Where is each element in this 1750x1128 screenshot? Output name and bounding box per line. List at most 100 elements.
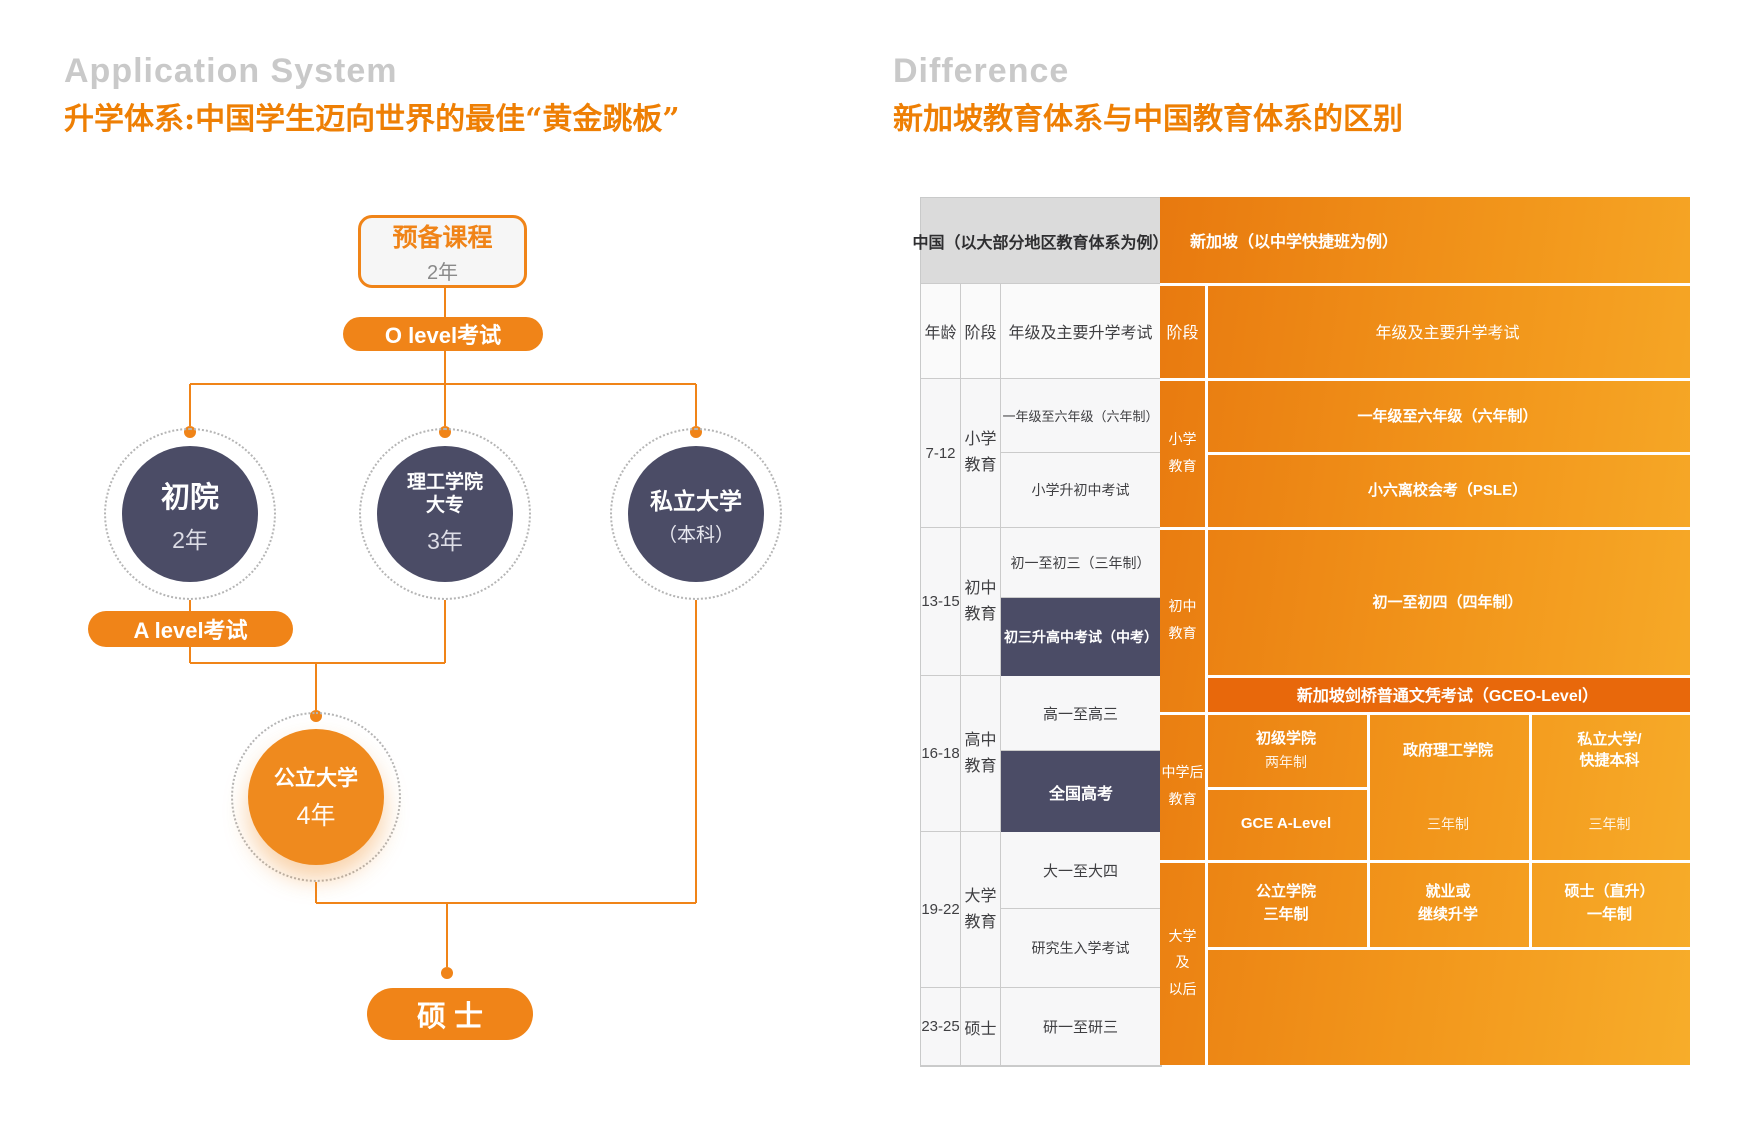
sg-stage-primary: 小学 教育 [1160, 378, 1205, 527]
sg-divider [1160, 283, 1690, 286]
polytechnic-duration: 3年 [427, 528, 463, 555]
sg-stage-university-line1: 大学 [1168, 927, 1197, 944]
junior-college-node: 初院 2年 [104, 428, 276, 600]
sg-divider [1160, 860, 1690, 863]
cn-primary-exam-cell: 小学升初中考试 [1001, 453, 1161, 528]
cn-stage-primary: 小学 教育 [961, 379, 1001, 528]
cn-stage-senior: 高中 教育 [961, 676, 1001, 832]
comparison-table: 中国（以大部分地区教育体系为例） 年龄 阶段 年级及主要升学考试 7-12 13… [913, 197, 1690, 1067]
sg-private-title-line1: 私立大学/ [1577, 730, 1642, 748]
sg-stage-primary-line1: 小学 [1168, 430, 1197, 447]
cn-stage-primary-line1: 小学 [964, 431, 997, 449]
right-title-en: Difference [893, 52, 1070, 90]
col-header-grades-sg: 年级及主要升学考试 [1375, 324, 1520, 342]
sg-poly-title-cell: 政府理工学院 [1402, 742, 1493, 759]
prep-course-node: 预备课程 2年 [358, 215, 527, 288]
sg-olevel-band-cell: 新加坡剑桥普通文凭考试（GCEO-Level） [1205, 675, 1690, 712]
cn-stage-junior: 初中 教育 [961, 528, 1001, 676]
cn-senior-exam-cell: 全国高考 [1001, 751, 1161, 832]
age-cell-university: 19-22 [921, 832, 961, 988]
polytechnic-title-line2: 大专 [425, 494, 464, 516]
sg-divider [1160, 712, 1690, 715]
sg-public-college-line1: 公立学院 [1255, 883, 1316, 900]
sg-divider [1205, 787, 1367, 790]
prep-course-duration: 2年 [426, 262, 459, 284]
sg-poly-duration-cell: 三年制 [1427, 815, 1469, 832]
sg-divider [1529, 712, 1532, 947]
private-university-subtitle: （本科） [657, 524, 734, 546]
polytechnic-title-line1: 理工学院 [406, 471, 483, 493]
polytechnic-node: 理工学院 大专 3年 [359, 428, 531, 600]
cn-stage-primary-line2: 教育 [964, 457, 997, 474]
sg-divider [1205, 675, 1690, 678]
sg-jc-cell: 初级学院 两年制 [1205, 712, 1367, 787]
cn-junior-exam-cell: 初三升高中考试（中考） [1001, 598, 1161, 676]
sg-divider [1160, 527, 1690, 530]
cn-stage-university: 大学 教育 [961, 832, 1001, 988]
sg-stage-postsecondary-line1: 中学后 [1161, 764, 1204, 781]
col-header-stage-cn: 阶段 [961, 284, 1001, 379]
sg-stage-primary-line2: 教育 [1168, 457, 1197, 474]
sg-psle-cell: 小六离校会考（PSLE） [1367, 482, 1528, 499]
polytechnic-circle: 理工学院 大专 3年 [377, 446, 513, 582]
sg-jc-duration: 两年制 [1265, 754, 1307, 770]
public-university-circle: 公立大学 4年 [248, 729, 384, 865]
sg-divider [1205, 947, 1690, 950]
sg-stage-secondary: 初中 教育 [1160, 527, 1205, 712]
col-header-age: 年龄 [921, 284, 961, 379]
prep-course-title: 预备课程 [392, 224, 493, 252]
private-university-node: 私立大学 （本科） [610, 428, 782, 600]
cn-stage-senior-line1: 高中 [964, 731, 997, 749]
sg-jc-exam-cell: GCE A-Level [1240, 815, 1332, 832]
sg-private-title-cell: 私立大学/ 快捷本科 [1529, 712, 1690, 787]
master-degree-pill: 硕 士 [367, 988, 533, 1040]
public-university-title: 公立大学 [274, 767, 358, 790]
cn-university-exam-cell: 研究生入学考试 [1001, 909, 1161, 988]
sg-public-college-cell: 公立学院 三年制 [1205, 860, 1367, 947]
china-header-cell: 中国（以大部分地区教育体系为例） [913, 198, 1169, 284]
private-university-circle: 私立大学 （本科） [628, 446, 764, 582]
sg-primary-grades-cell: 一年级至六年级（六年制） [1357, 407, 1538, 425]
sg-divider [1205, 283, 1208, 1065]
sg-stage-secondary-line1: 初中 [1168, 597, 1197, 614]
junior-college-circle: 初院 2年 [122, 446, 258, 582]
cn-master-grades-cell: 研一至研三 [1001, 988, 1161, 1066]
cn-stage-university-line2: 教育 [964, 913, 997, 931]
sg-direct-master-cell: 硕士（直升） 一年制 [1529, 860, 1690, 947]
sg-employment-line1: 就业或 [1425, 883, 1471, 900]
sg-stage-secondary-line2: 教育 [1168, 624, 1197, 641]
cn-stage-senior-line2: 教育 [964, 757, 997, 775]
sg-direct-master-line1: 硕士（直升） [1564, 883, 1655, 900]
right-title-zh: 新加坡教育体系与中国教育体系的区别 [893, 102, 1403, 137]
cn-stage-master: 硕士 [961, 988, 1001, 1066]
public-university-node: 公立大学 4年 [231, 712, 401, 882]
sg-stage-university: 大学 及 以后 [1160, 860, 1205, 1065]
age-cell-master: 23-25 [921, 988, 961, 1066]
sg-employment-cell: 就业或 继续升学 [1367, 860, 1529, 947]
junior-college-title: 初院 [160, 481, 219, 514]
sg-divider [1367, 712, 1370, 947]
sg-divider [1160, 378, 1690, 381]
sg-stage-postsecondary: 中学后 教育 [1160, 712, 1205, 860]
singapore-column-group: 新加坡（以中学快捷班为例） 阶段 年级及主要升学考试 小学 教育 一年级至六年级… [1160, 197, 1690, 1065]
sg-stage-university-line3: 以后 [1168, 980, 1197, 997]
sg-private-duration-cell: 三年制 [1588, 815, 1631, 832]
sg-public-college-line2: 三年制 [1263, 905, 1309, 923]
sg-header-cell: 新加坡（以中学快捷班为例） [1190, 234, 1399, 251]
public-university-duration: 4年 [296, 802, 336, 830]
cn-university-grades-cell: 大一至大四 [1001, 832, 1161, 909]
sg-stage-university-line2: 及 [1175, 954, 1190, 971]
cn-stage-junior-line1: 初中 [964, 579, 997, 597]
age-cell-junior: 13-15 [921, 528, 961, 676]
age-cell-primary: 7-12 [921, 379, 961, 528]
a-level-exam-pill: A level考试 [88, 611, 293, 647]
cn-stage-university-line1: 大学 [964, 887, 997, 905]
private-university-title: 私立大学 [650, 487, 742, 514]
china-column-group: 中国（以大部分地区教育体系为例） 年龄 阶段 年级及主要升学考试 7-12 13… [913, 197, 1169, 1067]
sg-jc-title: 初级学院 [1255, 730, 1316, 747]
left-title-zh: 升学体系:中国学生迈向世界的最佳“黄金跳板” [64, 102, 680, 137]
sg-direct-master-line2: 一年制 [1586, 905, 1632, 923]
sg-stage-postsecondary-line2: 教育 [1168, 791, 1197, 807]
cn-stage-junior-line2: 教育 [964, 605, 997, 623]
